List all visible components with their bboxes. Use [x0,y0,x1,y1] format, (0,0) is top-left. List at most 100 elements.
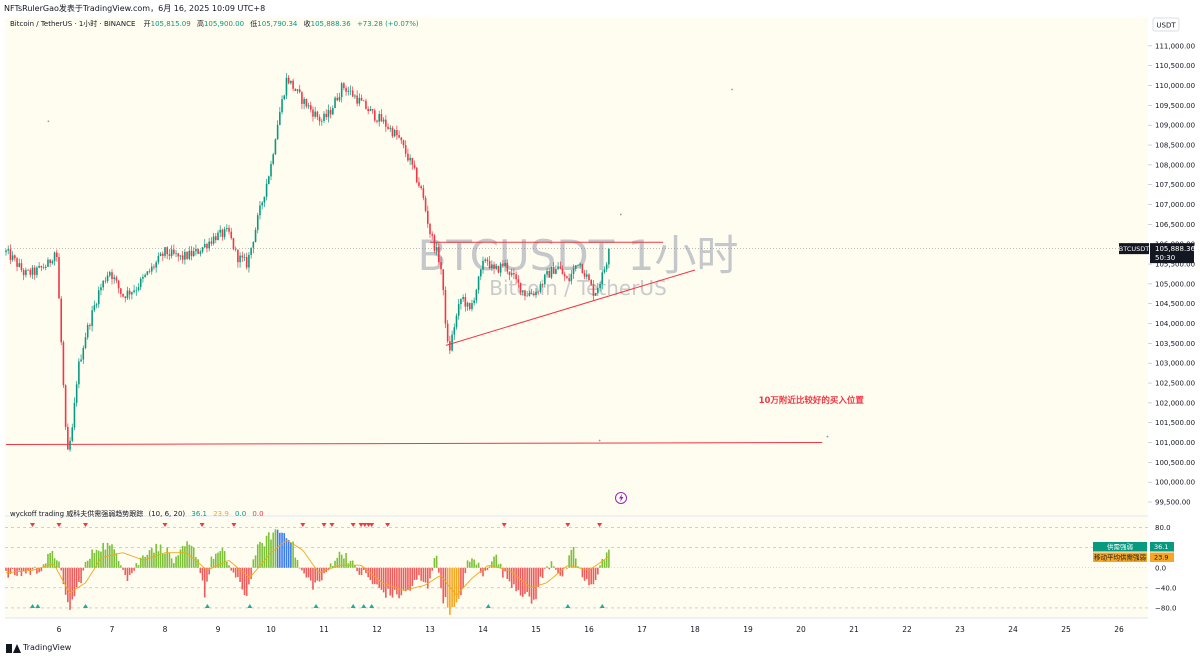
candle-up [340,83,343,98]
candle-up [133,290,135,293]
indicator-bar [312,567,314,590]
candle-down [234,249,237,250]
indicator-bar [31,567,34,570]
indicator-bar [164,553,166,568]
candle-down [449,341,451,351]
buy-signal-marker [361,604,367,608]
candle-down [433,235,436,251]
oscillator-layer [5,523,1148,615]
candle-down [148,271,151,272]
candle-up [320,120,323,122]
indicator-bar [239,567,241,582]
candle-up [135,289,138,291]
indicator-bar [541,567,544,578]
indicator-bar [309,567,312,581]
indicator-bar [75,567,78,588]
candle-up [157,255,160,263]
indicator-bar [279,532,281,568]
ascending-trendline [445,269,696,346]
date-tick-label: 19 [743,625,753,634]
tradingview-logo-icon [6,643,21,653]
date-tick-label: 20 [796,625,806,634]
indicator-bar [261,542,263,568]
indicator-bar [550,561,553,568]
candle-down [89,325,91,326]
indicator-bar [47,553,49,568]
indicator-legend-line: wyckoff trading 威科夫供需强弱趋势跟踪 (10, 6, 20) … [10,509,264,518]
indicator-bar [400,567,403,596]
indicator-badge-value: 36.1 [1154,543,1168,551]
last-price-symbol-badge [1119,243,1149,255]
candle-up [78,361,80,385]
sell-signal-marker [329,523,335,527]
lightning-icon[interactable] [615,492,627,504]
indicator-bar [270,539,272,568]
indicator-bar [491,561,493,568]
indicator-bar [287,539,290,568]
indicator-bar [526,567,528,592]
candle-up [484,259,487,261]
candle-down [197,249,199,254]
candle-down [206,244,208,249]
indicator-bar [590,567,593,585]
sell-signal-marker [565,523,571,527]
indicator-bar [33,566,36,568]
indicator-bar [153,552,155,568]
candle-up [479,269,482,277]
candle-up [137,287,140,290]
indicator-bar [241,567,244,590]
candle-up [36,267,38,275]
indicator-bar [605,552,608,568]
indicator-bar [358,567,361,575]
date-tick-label: 14 [478,625,488,634]
candle-up [435,247,438,251]
bar-countdown: 50:30 [1155,254,1175,262]
price-tick-label: 111,000.00 [1155,42,1195,50]
candle-down [14,255,16,259]
indicator-bar [214,553,217,568]
currency-button[interactable]: USDT [1152,17,1180,32]
indicator-bar [431,567,434,571]
price-tick-label: 102,000.00 [1155,399,1195,407]
indicator-bar [22,567,25,572]
candle-down [497,266,500,273]
indicator-bar [93,552,96,568]
legend-title: Bitcoin / TetherUS · 1小时 · BINANCE [10,19,135,28]
candle-up [477,276,480,290]
indicator-bar [354,564,356,568]
candle-up [144,274,146,278]
candle-down [398,135,400,138]
indicator-bar [572,547,575,568]
indicator-bar [588,567,590,586]
candle-up [528,292,531,296]
indicator-bar [424,567,427,583]
indicator-bar [11,567,14,569]
buy-signal-marker [30,604,35,608]
price-axis-ticks: 111,000.00 110,500.00 110,000.00 109,500.00… [1148,42,1195,612]
candle-down [122,293,124,297]
candle-up [139,278,142,288]
candle-down [396,130,398,136]
indicator-bar [276,529,279,568]
sell-signal-marker [199,523,205,527]
buy-signal-marker [485,604,491,608]
indicator-bar [221,548,224,568]
candle-up [80,359,82,362]
currency-label: USDT [1156,22,1176,30]
candle-up [100,287,102,291]
sell-signal-marker [350,523,356,527]
indicator-bar [486,567,489,571]
indicator-bar [139,557,142,568]
candle-up [323,113,325,121]
indicator-bar [100,551,102,568]
candle-down [22,270,25,276]
indicator-badge-label: 移动平均供需强弱 [1094,553,1146,562]
sell-signal-marker [300,523,306,527]
indicator-bar [108,545,111,568]
indicator-bar [263,546,266,568]
indicator-bar [314,567,316,583]
candle-up [252,242,255,248]
indicator-bar [539,567,542,577]
